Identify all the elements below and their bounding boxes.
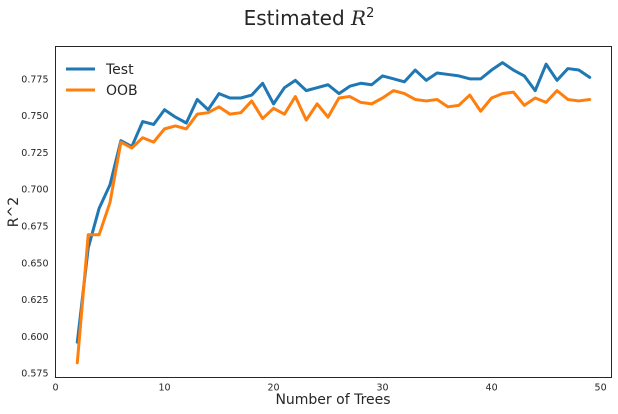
x-tick-label-30: 30: [377, 383, 389, 394]
y-tick-label-0.575: 0.575: [21, 369, 48, 380]
y-tick-label-0.750: 0.750: [21, 111, 48, 122]
x-tick-label-10: 10: [158, 383, 170, 394]
plot-area-frame: [55, 46, 612, 378]
y-tick-label-0.775: 0.775: [21, 74, 48, 85]
series-line-oob: [75, 89, 592, 365]
x-tick-label-40: 40: [486, 383, 498, 394]
y-tick-label-0.600: 0.600: [21, 332, 48, 343]
chart-title-math: R: [350, 6, 366, 30]
chart-title: Estimated R2: [244, 6, 375, 30]
legend-label-test: Test: [105, 62, 134, 78]
y-tick-label-0.625: 0.625: [21, 295, 48, 306]
chart-title-text: Estimated: [244, 6, 351, 30]
y-tick-label-0.675: 0.675: [21, 221, 48, 232]
series-line-test: [75, 61, 592, 344]
x-axis-label: Number of Trees: [275, 392, 390, 408]
y-tick-label-0.700: 0.700: [21, 185, 48, 196]
axis-ticks: 0 10 20 30 40 50 0.575 0.600 0.625 0.650 0.675 0.70…: [21, 74, 606, 393]
series-lines: [75, 61, 592, 365]
x-tick-label-50: 50: [595, 383, 607, 394]
legend: Test OOB: [66, 62, 138, 99]
x-tick-label-0: 0: [52, 383, 58, 394]
y-tick-label-0.650: 0.650: [21, 258, 48, 269]
y-tick-label-0.725: 0.725: [21, 148, 48, 159]
y-axis-label: R^2: [6, 197, 22, 227]
legend-label-oob: OOB: [106, 83, 138, 99]
chart-title-superscript: 2: [366, 6, 374, 21]
x-tick-label-20: 20: [267, 383, 279, 394]
